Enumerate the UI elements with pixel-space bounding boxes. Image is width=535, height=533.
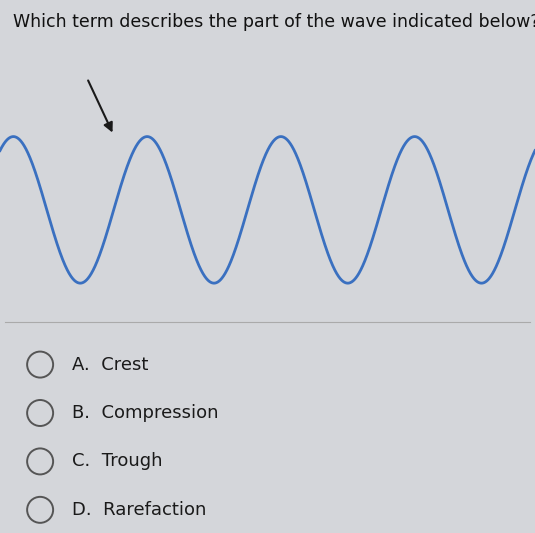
Text: B.  Compression: B. Compression <box>72 404 219 422</box>
Text: D.  Rarefaction: D. Rarefaction <box>72 501 207 519</box>
Text: C.  Trough: C. Trough <box>72 453 163 471</box>
Text: A.  Crest: A. Crest <box>72 356 149 374</box>
Text: Which term describes the part of the wave indicated below?: Which term describes the part of the wav… <box>13 13 535 31</box>
